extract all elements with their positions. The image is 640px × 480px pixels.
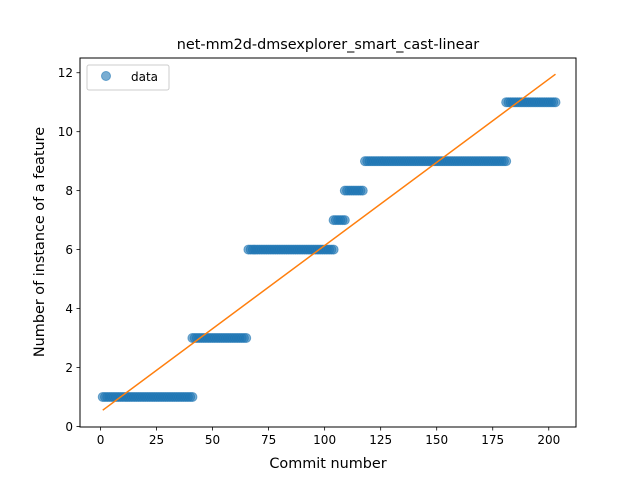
x-tick-label: 0: [97, 433, 105, 447]
y-tick-label: 8: [65, 184, 73, 198]
data-point: [241, 332, 252, 343]
x-axis-label: Commit number: [269, 456, 386, 472]
legend: data: [86, 64, 170, 91]
chart-title: net-mm2d-dmsexplorer_smart_cast-linear: [177, 37, 480, 53]
y-axis: 0 2 4 6 8 10 12: [58, 66, 80, 434]
y-tick-label: 12: [58, 66, 73, 80]
x-axis: 0 25 50 75 100 125 150 175 200: [97, 427, 560, 447]
x-tick-label: 150: [425, 433, 448, 447]
x-tick-label: 100: [313, 433, 336, 447]
plot-area: [97, 73, 561, 411]
data-point: [328, 244, 339, 255]
axes-frame: [79, 57, 577, 428]
y-tick-label: 0: [65, 420, 73, 434]
x-tick-label: 50: [205, 433, 220, 447]
y-tick-label: 10: [58, 125, 73, 139]
x-tick-label: 25: [149, 433, 164, 447]
data-point: [187, 391, 198, 402]
y-tick-label: 6: [65, 243, 73, 257]
data-point: [357, 185, 368, 196]
data-point: [339, 215, 350, 226]
x-tick-label: 125: [369, 433, 392, 447]
data-point: [501, 156, 512, 167]
legend-marker-data: [101, 71, 111, 81]
data-point: [550, 97, 561, 108]
y-tick-label: 4: [65, 302, 73, 316]
y-axis-label: Number of instance of a feature: [32, 127, 48, 357]
legend-label-data: data: [131, 70, 158, 84]
x-tick-label: 175: [481, 433, 504, 447]
fit-line: [102, 73, 556, 411]
y-tick-label: 2: [65, 361, 73, 375]
x-tick-label: 75: [261, 433, 276, 447]
x-tick-label: 200: [537, 433, 560, 447]
